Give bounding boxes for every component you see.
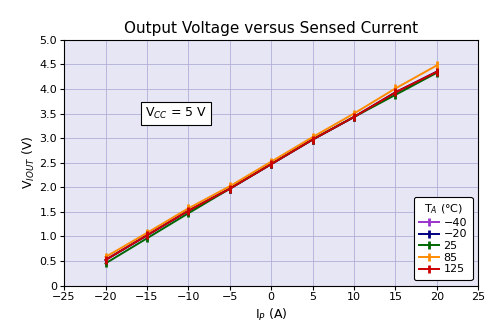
25 bbox=[310, 137, 316, 141]
−20 bbox=[227, 187, 233, 191]
25 bbox=[351, 115, 357, 119]
125 bbox=[351, 115, 357, 119]
−20 bbox=[434, 70, 440, 74]
85 bbox=[310, 135, 316, 139]
Legend: −40, −20, 25, 85, 125: −40, −20, 25, 85, 125 bbox=[414, 197, 473, 280]
−40 bbox=[185, 209, 191, 213]
125 bbox=[310, 137, 316, 141]
125 bbox=[227, 187, 233, 191]
Text: V$_{CC}$ = 5 V: V$_{CC}$ = 5 V bbox=[145, 106, 207, 121]
85 bbox=[392, 87, 398, 91]
−40 bbox=[268, 162, 274, 166]
Line: 125: 125 bbox=[102, 68, 441, 264]
−20 bbox=[103, 258, 108, 262]
85 bbox=[185, 207, 191, 210]
−20 bbox=[144, 233, 150, 237]
25 bbox=[434, 71, 440, 75]
25 bbox=[185, 211, 191, 215]
Y-axis label: V$_{IOUT}$ (V): V$_{IOUT}$ (V) bbox=[21, 136, 36, 190]
−20 bbox=[310, 137, 316, 141]
125 bbox=[392, 90, 398, 94]
25 bbox=[227, 187, 233, 191]
85 bbox=[434, 63, 440, 67]
Title: Output Voltage versus Sensed Current: Output Voltage versus Sensed Current bbox=[124, 21, 418, 36]
85 bbox=[268, 160, 274, 164]
−20 bbox=[185, 209, 191, 213]
−40 bbox=[310, 137, 316, 141]
85 bbox=[351, 112, 357, 116]
−20 bbox=[392, 90, 398, 94]
125 bbox=[185, 209, 191, 213]
−40 bbox=[144, 233, 150, 237]
X-axis label: I$_P$ (A): I$_P$ (A) bbox=[255, 307, 287, 323]
125 bbox=[268, 162, 274, 166]
85 bbox=[103, 255, 108, 259]
125 bbox=[103, 258, 108, 262]
25 bbox=[392, 93, 398, 97]
25 bbox=[103, 261, 108, 265]
Line: 25: 25 bbox=[102, 69, 441, 268]
85 bbox=[227, 184, 233, 188]
−20 bbox=[351, 115, 357, 119]
125 bbox=[144, 233, 150, 237]
−20 bbox=[268, 162, 274, 166]
Line: −40: −40 bbox=[102, 68, 441, 264]
25 bbox=[268, 162, 274, 166]
125 bbox=[434, 70, 440, 74]
25 bbox=[144, 236, 150, 240]
Line: 85: 85 bbox=[102, 61, 441, 261]
Line: −20: −20 bbox=[102, 68, 441, 264]
−40 bbox=[227, 187, 233, 191]
−40 bbox=[434, 70, 440, 74]
−40 bbox=[392, 90, 398, 94]
−40 bbox=[103, 258, 108, 262]
85 bbox=[144, 231, 150, 235]
−40 bbox=[351, 115, 357, 119]
